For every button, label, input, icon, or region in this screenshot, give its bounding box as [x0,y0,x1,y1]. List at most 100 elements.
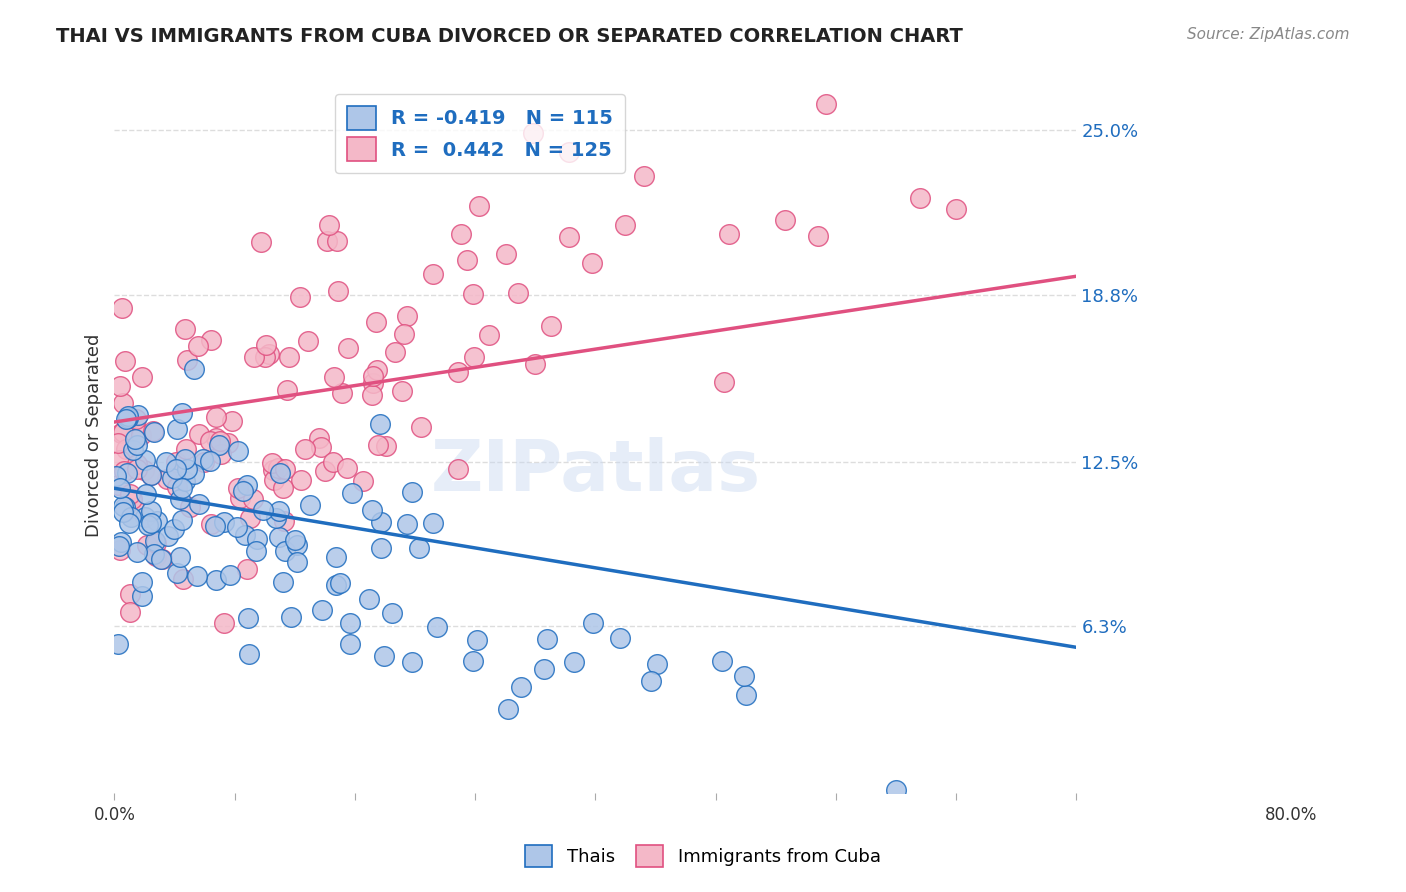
Point [263,473,285,487]
Point [522,126,544,140]
Point [174,322,197,336]
Point [401,655,423,669]
Point [111,301,134,315]
Point [107,478,129,492]
Point [111,505,134,519]
Point [735,688,758,702]
Point [205,431,228,445]
Point [581,256,603,270]
Point [236,477,259,491]
Point [280,610,302,624]
Point [340,486,363,500]
Point [131,589,153,603]
Point [242,492,264,507]
Point [446,462,468,476]
Point [104,468,127,483]
Point [461,654,484,668]
Point [326,234,349,248]
Point [121,492,143,507]
Point [141,467,163,482]
Point [117,409,139,423]
Point [271,575,294,590]
Point [114,464,136,478]
Point [450,227,472,242]
Point [274,543,297,558]
Point [170,406,193,420]
Point [174,442,197,456]
Point [276,383,298,397]
Point [169,549,191,564]
Point [271,482,294,496]
Point [284,533,307,547]
Point [174,475,197,489]
Point [478,327,501,342]
Point [290,474,312,488]
Point [172,573,194,587]
Point [228,491,250,505]
Point [381,606,404,620]
Point [246,532,269,546]
Point [311,440,333,454]
Point [562,656,585,670]
Point [198,454,221,468]
Point [326,284,349,298]
Point [208,434,231,448]
Point [155,454,177,468]
Point [361,388,384,402]
Point [226,481,249,495]
Point [139,467,162,482]
Point [408,541,430,555]
Point [108,452,131,467]
Point [236,562,259,576]
Point [613,218,636,232]
Point [254,338,277,352]
Point [536,632,558,646]
Point [163,522,186,536]
Point [278,351,301,365]
Point [233,527,256,541]
Point [174,451,197,466]
Point [165,462,187,476]
Point [176,352,198,367]
Point [318,218,340,232]
Point [717,227,740,241]
Point [468,199,491,213]
Point [112,396,135,410]
Point [773,213,796,227]
Point [294,442,316,457]
Point [259,347,281,361]
Point [118,516,141,531]
Point [150,552,173,566]
Point [186,568,208,582]
Point [204,519,226,533]
Point [242,350,264,364]
Point [135,487,157,501]
Point [395,309,418,323]
Point [297,334,319,349]
Point [238,648,260,662]
Point [352,474,374,488]
Point [245,544,267,558]
Point [209,447,232,461]
Point [582,616,605,631]
Point [111,500,134,514]
Point [463,350,485,364]
Point [132,463,155,477]
Point [267,461,290,475]
Point [114,500,136,515]
Point [127,438,149,452]
Point [142,424,165,438]
Point [533,661,555,675]
Text: 0.0%: 0.0% [93,806,135,824]
Point [357,592,380,607]
Point [166,422,188,436]
Point [205,573,228,587]
Point [322,455,344,469]
Point [156,472,179,486]
Point [287,538,309,552]
Point [110,425,132,440]
Point [422,267,444,281]
Point [299,498,322,512]
Point [308,431,330,445]
Point [633,169,655,184]
